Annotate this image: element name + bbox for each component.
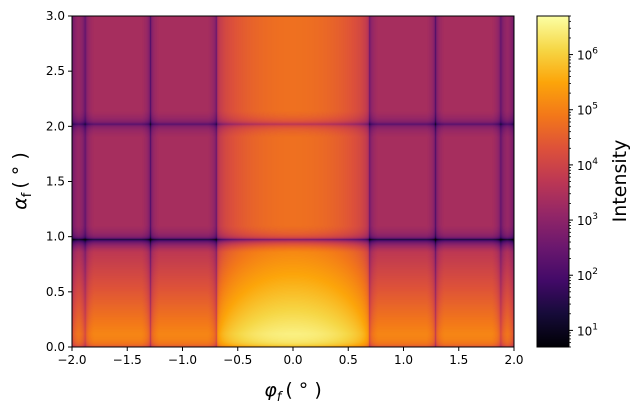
x-axis-subscript: f xyxy=(277,390,284,405)
x-tick-label: 1.0 xyxy=(394,353,413,367)
colorbar-tick-label: 104 xyxy=(577,157,598,173)
x-tick-label: 0.0 xyxy=(283,353,302,367)
y-tick-label: 2.5 xyxy=(46,64,65,78)
colorbar-tick-label: 106 xyxy=(577,47,598,63)
y-tick-label: 2.0 xyxy=(46,119,65,133)
colorbar-tick-base: 10 xyxy=(577,159,592,173)
colorbar-tick-base: 10 xyxy=(577,269,592,283)
y-axis-subscript: f xyxy=(20,192,35,197)
x-tick-label: −0.5 xyxy=(223,353,252,367)
x-axis-symbol: φ xyxy=(264,379,277,401)
y-tick-label: 1.0 xyxy=(46,230,65,244)
colorbar-tick-exponent: 4 xyxy=(592,157,598,167)
svg-text:αf( ° ): αf ( ° ) xyxy=(9,152,35,210)
y-axis-symbol: α xyxy=(9,197,31,210)
y-tick-label: 3.0 xyxy=(46,9,65,23)
colorbar-tick-label: 103 xyxy=(577,212,598,228)
colorbar-tick-label: 102 xyxy=(577,267,598,283)
x-axis: −2.0 −1.5 −1.0 −0.5 0.0 0.5 1.0 1.5 2.0 xyxy=(57,347,524,367)
colorbar xyxy=(537,16,569,347)
colorbar-tick-exponent: 5 xyxy=(592,102,598,112)
x-tick-label: 2.0 xyxy=(504,353,523,367)
colorbar-tick-base: 10 xyxy=(577,49,592,63)
heatmap-image xyxy=(72,16,514,347)
colorbar-label: Intensity xyxy=(609,140,631,223)
colorbar-tick-exponent: 2 xyxy=(592,267,598,277)
y-axis: 0.0 0.5 1.0 1.5 2.0 2.5 3.0 xyxy=(46,9,72,354)
colorbar-tick-exponent: 6 xyxy=(592,47,598,57)
y-axis-label: αf ( ° ) xyxy=(9,152,35,210)
x-tick-label: 0.5 xyxy=(339,353,358,367)
colorbar-tick-base: 10 xyxy=(577,104,592,118)
x-tick-label: 1.5 xyxy=(449,353,468,367)
x-tick-label: −1.0 xyxy=(168,353,197,367)
x-tick-label: −2.0 xyxy=(57,353,86,367)
colorbar-tick-base: 10 xyxy=(577,214,592,228)
x-axis-label: φf( ° ) xyxy=(264,379,322,405)
colorbar-tick-label: 101 xyxy=(577,322,598,338)
y-tick-label: 0.5 xyxy=(46,285,65,299)
colorbar-tick-exponent: 3 xyxy=(592,212,598,222)
x-tick-label: −1.5 xyxy=(113,353,142,367)
y-tick-label: 1.5 xyxy=(46,175,65,189)
colorbar-tick-base: 10 xyxy=(577,324,592,338)
colorbar-tick-exponent: 1 xyxy=(592,322,598,332)
y-tick-label: 0.0 xyxy=(46,340,65,354)
x-axis-unit: ( ° ) xyxy=(285,379,321,401)
y-axis-unit: ( ° ) xyxy=(9,152,31,188)
colorbar-tick-label: 105 xyxy=(577,102,598,118)
